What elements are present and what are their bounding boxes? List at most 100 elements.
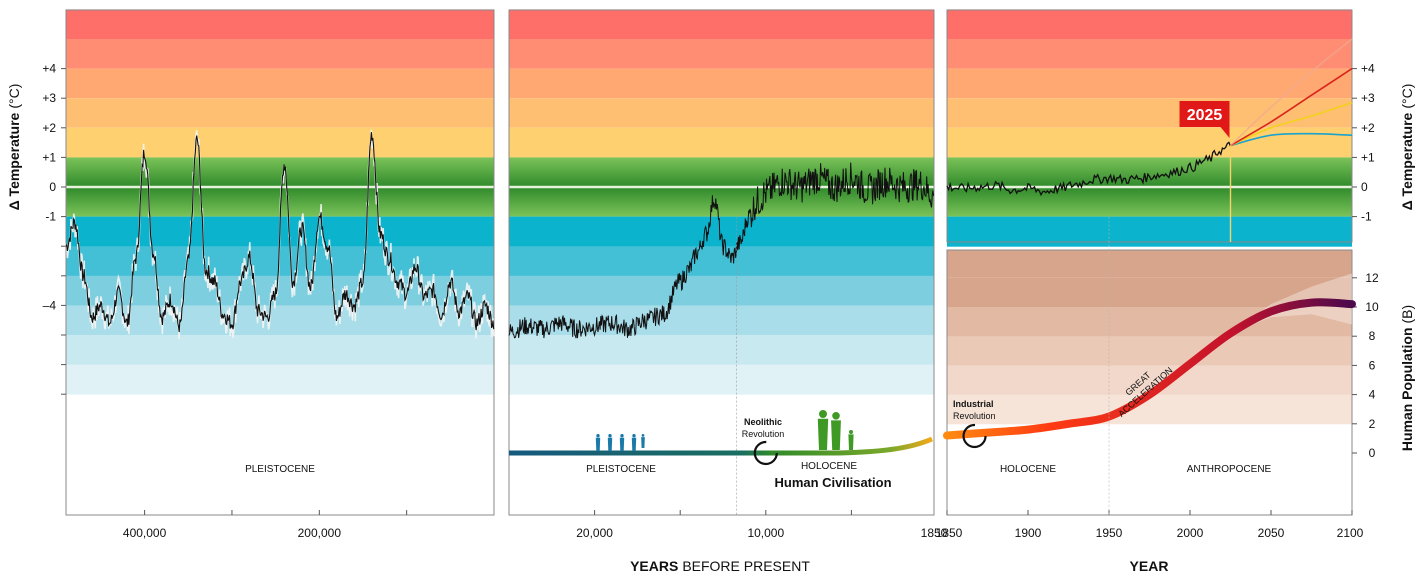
scenario-line — [1230, 132, 1353, 147]
warm-band — [509, 9, 934, 39]
y-axis-label-unit: (B) — [1399, 305, 1415, 324]
population-band — [947, 250, 1352, 278]
y-tick-label: +2 — [1361, 121, 1375, 135]
y-tick-label: 4 — [1369, 388, 1376, 402]
x-tick-label: 10,000 — [747, 526, 784, 540]
y-tick-label: +3 — [1361, 91, 1375, 105]
warm-band — [947, 9, 1352, 39]
warm-band — [66, 127, 494, 158]
person-head — [832, 412, 840, 420]
cool-band — [509, 216, 934, 247]
migrating-people-icon — [619, 434, 625, 451]
migrating-people-icon — [631, 434, 637, 451]
y-tick-label: 12 — [1365, 271, 1379, 285]
migrating-people-icon — [607, 434, 613, 451]
warm-band — [66, 68, 494, 99]
x-tick-label: 1900 — [1015, 526, 1042, 540]
period-label: HOLOCENE — [801, 461, 857, 472]
y-tick-label: 8 — [1369, 329, 1376, 343]
y-tick-label: +1 — [1361, 150, 1375, 164]
x-axis-label-rest: BEFORE PRESENT — [682, 558, 810, 574]
y-tick-label: –4 — [43, 298, 57, 312]
y-tick-label: -1 — [45, 210, 56, 224]
y-tick-label: -1 — [1361, 210, 1372, 224]
warm-band — [509, 39, 934, 69]
right-y-axis-label: Δ Temperature (°C) — [1399, 84, 1415, 211]
recent-past-temperature-line — [508, 162, 935, 339]
person-body — [848, 434, 854, 450]
warm-band — [509, 98, 934, 128]
cool-band — [66, 364, 494, 395]
person-body — [641, 437, 645, 448]
scenario-line — [1229, 38, 1353, 147]
population-line — [943, 298, 1356, 440]
y-tick-label: 6 — [1369, 358, 1376, 372]
person-body — [631, 437, 637, 451]
year-marker-badge — [1179, 101, 1230, 127]
population-band — [947, 336, 1352, 366]
y-tick-label: 0 — [1369, 446, 1376, 460]
y-tick-label: +2 — [42, 121, 56, 135]
person-body — [817, 418, 829, 450]
y-tick-label: 10 — [1365, 300, 1379, 314]
warm-band — [66, 98, 494, 128]
warm-band — [66, 9, 494, 39]
deep-past-temperature-line — [65, 132, 495, 333]
civilisation-label: Human Civilisation — [774, 475, 891, 490]
person-body — [619, 437, 625, 451]
x-tick-label: 2100 — [1337, 526, 1364, 540]
y-tick-label: 0 — [1361, 180, 1368, 194]
year-marker-label: 2025 — [1187, 107, 1223, 124]
scenario-line — [1230, 101, 1353, 147]
warm-band — [947, 68, 1352, 99]
y-tick-label: +3 — [42, 91, 56, 105]
panel-frame — [508, 9, 935, 516]
left-y-axis-label: Δ Temperature (°C) — [6, 84, 22, 211]
cool-band — [509, 364, 934, 395]
person-head — [632, 434, 636, 438]
period-label: PLEISTOCENE — [586, 464, 656, 475]
x-tick-label: 1850 — [936, 526, 963, 540]
period-label: ANTHROPOCENE — [1187, 464, 1272, 475]
settled-adult-icon — [817, 410, 829, 450]
y-axis-label-bold: Δ Temperature — [1399, 112, 1415, 210]
observed-temperature-line — [946, 141, 1232, 197]
x-axis-label-bold: YEARS — [630, 558, 678, 574]
x-axis-label: YEARS BEFORE PRESENT — [630, 558, 810, 574]
cool-band — [509, 335, 934, 366]
y-tick-label: +4 — [1361, 62, 1375, 76]
event-label: Industrial — [953, 399, 994, 409]
population-band — [947, 394, 1352, 425]
cool-band — [509, 246, 934, 277]
person-head — [620, 434, 624, 438]
warm-band — [509, 127, 934, 158]
person-head — [849, 430, 853, 434]
event-label: Revolution — [953, 411, 996, 421]
neolithic-revolution-marker — [753, 440, 778, 466]
population-band — [947, 307, 1352, 337]
y-axis-label-unit: (°C) — [6, 84, 22, 109]
cool-band — [509, 275, 934, 306]
x-tick-label: 200,000 — [298, 526, 342, 540]
panel-frame — [65, 9, 495, 516]
cool-band — [66, 335, 494, 366]
warm-band — [66, 39, 494, 69]
person-head — [641, 434, 645, 437]
x-tick-label: 20,000 — [576, 526, 613, 540]
year-marker-pointer — [1220, 127, 1230, 138]
y-tick-label: +4 — [42, 62, 56, 76]
person-head — [596, 434, 600, 438]
x-tick-label: 400,000 — [123, 526, 167, 540]
event-label: Neolithic — [744, 417, 782, 427]
panel-frame — [946, 9, 1353, 243]
period-label: PLEISTOCENE — [245, 464, 315, 475]
recent-era-bar — [509, 436, 933, 456]
person-head — [819, 410, 827, 418]
y-tick-label: 0 — [49, 180, 56, 194]
x-tick-label: 1850 — [921, 526, 948, 540]
warm-band — [947, 98, 1352, 128]
settled-adult-icon — [831, 412, 841, 450]
warm-band — [509, 68, 934, 99]
